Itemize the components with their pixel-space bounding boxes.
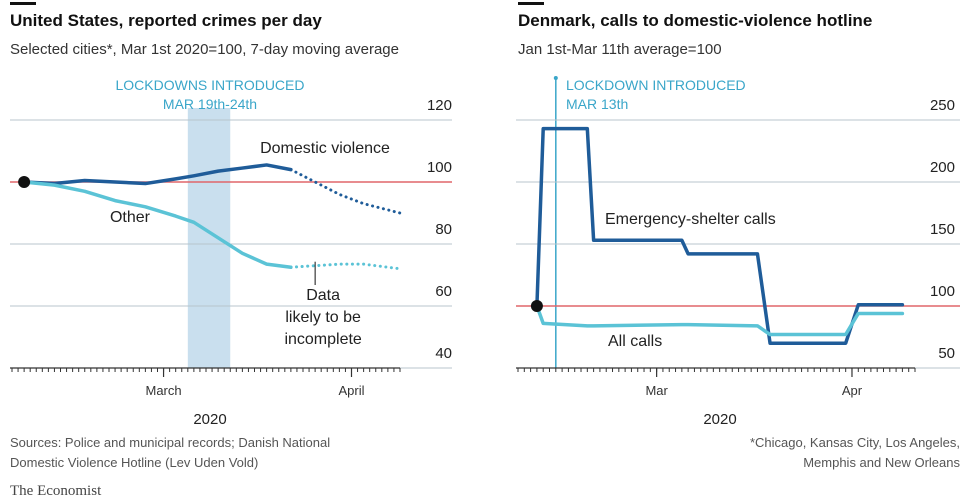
lockdown-dot [553, 76, 558, 80]
chart-subtitle: Selected cities*, Mar 1st 2020=100, 7-da… [10, 41, 399, 58]
series-label: Other [110, 209, 151, 226]
lockdown-label: LOCKDOWNS INTRODUCED [115, 77, 304, 93]
x-tick-label: March [146, 383, 182, 398]
y-tick-label: 60 [435, 283, 452, 300]
brand: The Economist [10, 483, 102, 499]
series-label: Emergency-shelter calls [605, 211, 776, 228]
series-label: Domestic violence [260, 140, 390, 157]
x-tick-label: April [338, 383, 364, 398]
x-axis-label: 2020 [703, 411, 736, 428]
footnote: Memphis and New Orleans [803, 455, 960, 470]
y-tick-label: 40 [435, 345, 452, 362]
y-tick-label: 120 [427, 97, 452, 114]
y-tick-label: 50 [938, 345, 955, 362]
title-bar [518, 2, 544, 5]
start-dot [530, 300, 543, 312]
series-label: All calls [608, 333, 662, 350]
lockdown-band [187, 108, 231, 368]
y-tick-label: 80 [435, 221, 452, 238]
sources: Sources: Police and municipal records; D… [10, 435, 330, 450]
chart-subtitle: Jan 1st-Mar 11th average=100 [518, 41, 722, 58]
chart-title: United States, reported crimes per day [10, 11, 322, 30]
series-line [22, 180, 293, 269]
chart-title: Denmark, calls to domestic-violence hotl… [518, 11, 872, 30]
incomplete-label: incomplete [284, 331, 361, 348]
x-tick-label: Mar [645, 383, 668, 398]
title-bar [10, 2, 36, 5]
y-tick-label: 150 [930, 221, 955, 238]
footnote: *Chicago, Kansas City, Los Angeles, [750, 435, 960, 450]
series-line [22, 163, 293, 186]
series-line [535, 304, 905, 337]
y-tick-label: 200 [930, 159, 955, 176]
x-axis-label: 2020 [193, 411, 226, 428]
start-dot [18, 176, 31, 188]
x-tick-label: Apr [842, 383, 863, 398]
lockdown-label: MAR 19th-24th [163, 96, 257, 112]
series-line-incomplete [289, 262, 402, 271]
series-line-incomplete [289, 168, 402, 215]
y-tick-label: 250 [930, 97, 955, 114]
y-tick-label: 100 [930, 283, 955, 300]
incomplete-label: Data [306, 287, 340, 304]
sources: Domestic Violence Hotline (Lev Uden Vold… [10, 455, 258, 470]
incomplete-label: likely to be [285, 309, 361, 326]
series-line [535, 126, 905, 345]
lockdown-label: MAR 13th [566, 96, 628, 112]
y-tick-label: 100 [427, 159, 452, 176]
lockdown-label: LOCKDOWN INTRODUCED [566, 77, 746, 93]
